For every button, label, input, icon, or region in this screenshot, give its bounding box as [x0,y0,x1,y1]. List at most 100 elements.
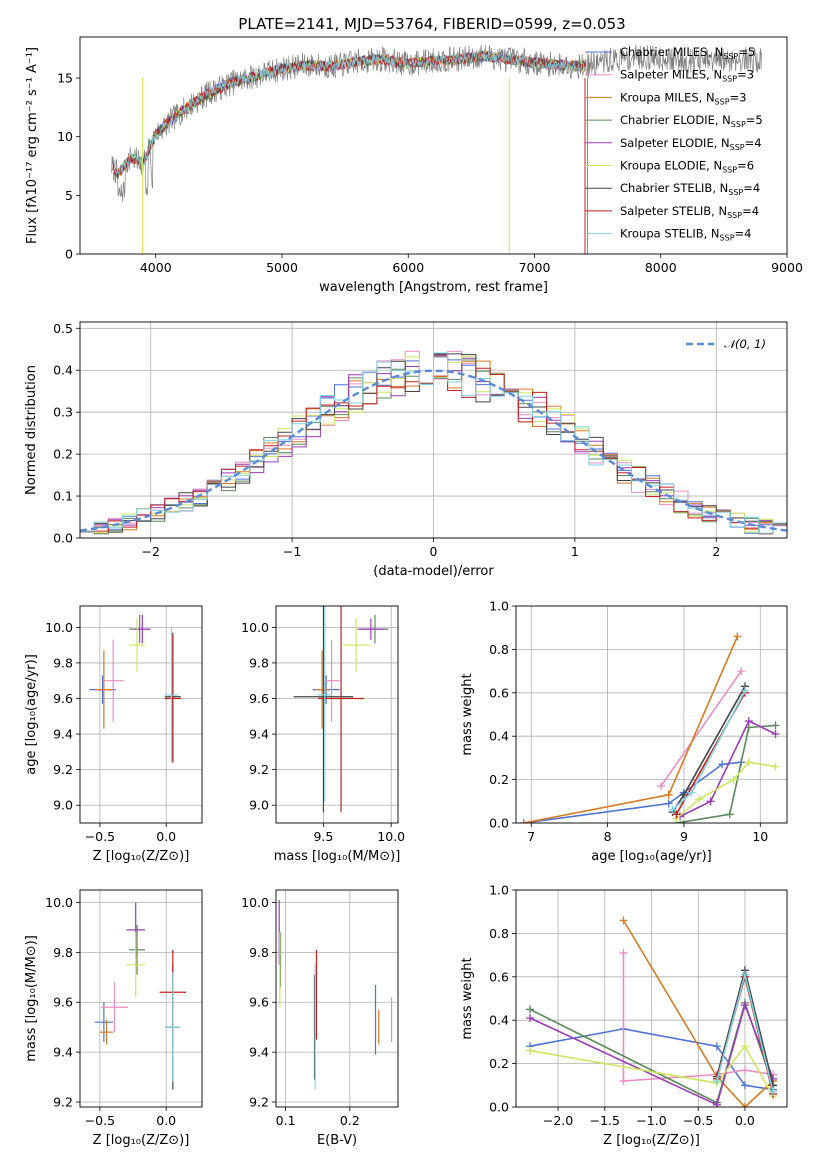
marker-plus [737,667,746,676]
data-point-0 [94,1002,114,1043]
mass-weight-line-5 [529,1044,774,1097]
residual-histogram-8 [80,352,787,534]
model-spectrum-2 [112,51,587,179]
y-tick-label: 9.8 [249,655,269,670]
y-tick-label: 0.2 [489,1056,509,1071]
marker-plus [740,1001,749,1010]
x-tick-label: 0.0 [735,1113,755,1128]
marker-plus [718,760,727,769]
age-vs-metallicity-panel: −0.5 0.0 9.0 9.2 9.4 9.6 9.8 10.0 Z [log₁₀(Z/Z⊙)… [24,605,203,864]
mass-weight-line-2 [622,919,774,1107]
y-tick-label: 0.2 [489,772,509,787]
y-axis-label: Normed distribution [24,365,39,495]
marker-plus [740,970,749,979]
y-tick-label: 0.6 [489,969,509,984]
x-tick-label: 5000 [266,260,298,275]
y-axis-label: Flux [fλ10⁻¹⁷ erg cm⁻² s⁻¹ A⁻¹] [25,47,40,244]
x-tick-label: −1.0 [636,1113,666,1128]
x-tick-label: 0 [430,544,438,559]
marker-plus [695,795,704,804]
data-point-5 [342,618,370,672]
legend-label: Chabrier MILES, NSSP=5 [620,45,755,61]
marker-plus [771,730,780,739]
mass-weight-line-0 [523,761,742,823]
x-tick-label: 0.1 [276,1113,296,1128]
y-tick-label: 0 [65,247,73,262]
x-axis-label: Z [log₁₀(Z/Z⊙)] [93,849,190,864]
y-tick-label: 0.4 [53,363,73,378]
marker-plus [619,1076,628,1085]
marker-plus [657,782,666,791]
y-axis-label: mass [log₁₀(M/M⊙)] [24,935,39,1062]
mass-weight-line-3 [676,724,776,823]
y-tick-label: 9.6 [249,691,269,706]
x-tick-label: 8000 [645,260,677,275]
marker-plus [712,1042,721,1051]
y-tick-label: 9.2 [249,762,269,777]
x-tick-label: −0.5 [683,1113,713,1128]
y-tick-label: 5 [65,188,73,203]
marker-plus [740,1042,749,1051]
mass-weight-line-1 [660,670,742,787]
x-tick-label: 6000 [392,260,424,275]
figure-title: PLATE=2141, MJD=53764, FIBERID=0599, z=0… [238,15,625,33]
x-tick-label: 9000 [771,260,803,275]
marker-plus [519,819,528,823]
x-axis-label: E(B-V) [317,1133,357,1148]
x-axis-label: Z [log₁₀(Z/Z⊙)] [93,1133,190,1148]
y-tick-label: 9.6 [53,691,73,706]
marker-plus [712,1100,721,1107]
model-spectrum-1 [112,51,586,178]
marker-plus [687,788,696,797]
y-tick-label: 9.4 [53,1045,73,1060]
spectrum-panel: 4000 5000 6000 7000 8000 9000 0 5 10 15 wavelength… [25,36,803,295]
residual-histogram-panel: −2 −1 0 1 2 0.0 0.1 0.2 0.3 0.4 0.5 (data-model)/er… [24,321,788,579]
model-spectrum-7 [112,49,586,177]
y-tick-label: 15 [57,71,73,86]
legend-label: Salpeter STELIB, NSSP=4 [620,204,759,220]
marker-plus [664,790,673,799]
x-tick-label: −0.5 [85,829,115,844]
y-tick-label: 0.0 [53,531,73,546]
y-tick-label: 9.0 [249,798,269,813]
legend-label: Kroupa MILES, NSSP=3 [620,90,746,106]
y-tick-label: 0.2 [53,447,73,462]
x-tick-label: 0.0 [156,829,176,844]
marker-plus [706,797,715,806]
normal-reference-curve [80,369,787,532]
y-tick-label: 10.0 [45,895,73,910]
marker-plus [619,916,628,925]
data-point-8 [164,972,181,1083]
x-tick-label: 2 [712,544,720,559]
y-tick-label: 9.4 [249,727,269,742]
data-point-1 [101,982,128,1033]
marker-plus [740,1081,749,1090]
y-axis-label: age [log₁₀(age/yr)] [24,654,39,775]
axes-frame [79,321,788,539]
marker-plus [768,1087,777,1096]
marker-plus [740,1066,749,1075]
data-point-8 [164,627,179,763]
legend-label: Salpeter ELODIE, NSSP=4 [620,136,762,152]
y-tick-label: 10.0 [241,895,269,910]
x-tick-label: −1.5 [590,1113,620,1128]
axes-frame [275,605,399,824]
mass-weight-line-4 [529,1002,774,1106]
mass-vs-ebv-panel: 0.1 0.2 9.2 9.4 9.6 9.8 10.0 E(B-V) [241,889,399,1148]
y-tick-label: 9.8 [249,945,269,960]
model-spectrum-8 [112,51,587,175]
data-point-2 [99,1019,114,1045]
plot-area [111,44,762,254]
data-point-2 [315,650,329,729]
observed-spectrum [111,44,762,203]
marker-plus [744,758,753,767]
y-tick-label: 0.1 [53,489,73,504]
y-tick-label: 0.4 [489,729,509,744]
y-tick-label: 1.0 [489,599,509,614]
plot-area [519,632,780,823]
y-tick-label: 9.2 [53,762,73,777]
age-vs-mass-panel: 9.5 10.0 9.0 9.2 9.4 9.6 9.8 10.0 mass [log₁₀(M/… [241,605,405,864]
legend-label: Chabrier ELODIE, NSSP=5 [620,113,763,129]
x-tick-label: 7000 [519,260,551,275]
data-point-5 [129,618,145,672]
